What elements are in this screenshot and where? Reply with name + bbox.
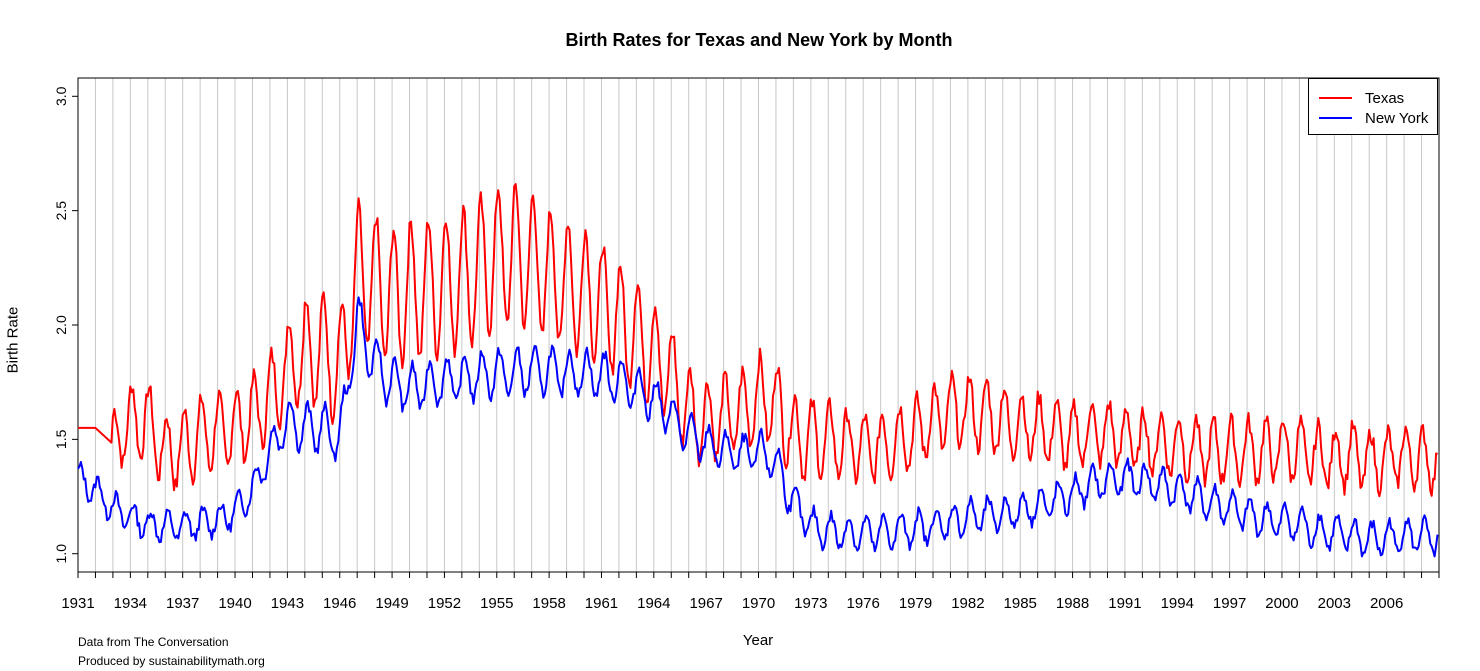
producer-note: Produced by sustainabilitymath.org bbox=[78, 654, 265, 668]
x-tick-label: 1967 bbox=[689, 595, 722, 612]
x-tick-label: 1952 bbox=[428, 595, 461, 612]
legend-entry-newyork: New York bbox=[1319, 108, 1428, 128]
x-tick-label: 1964 bbox=[637, 595, 670, 612]
y-tick-label: 2.5 bbox=[53, 201, 69, 221]
x-tick-label: 1985 bbox=[1004, 595, 1037, 612]
y-tick-label: 1.0 bbox=[53, 544, 69, 564]
legend-swatch-texas bbox=[1319, 97, 1352, 99]
x-tick-label: 2006 bbox=[1370, 595, 1403, 612]
x-axis-label: Year bbox=[742, 632, 774, 649]
x-tick-label: 1934 bbox=[114, 595, 147, 612]
x-tick-label: 1979 bbox=[899, 595, 932, 612]
x-tick-label: 1988 bbox=[1056, 595, 1089, 612]
legend: Texas New York bbox=[1308, 78, 1438, 135]
x-tick-label: 2000 bbox=[1265, 595, 1298, 612]
x-tick-label: 1994 bbox=[1161, 595, 1194, 612]
legend-swatch-newyork bbox=[1319, 117, 1352, 119]
x-tick-label: 1931 bbox=[61, 595, 94, 612]
source-note: Data from The Conversation bbox=[78, 635, 229, 649]
x-tick-label: 1943 bbox=[271, 595, 304, 612]
y-tick-label: 1.5 bbox=[53, 429, 69, 449]
x-tick-label: 1946 bbox=[323, 595, 356, 612]
x-tick-label: 1976 bbox=[847, 595, 880, 612]
x-tick-label: 1991 bbox=[1108, 595, 1141, 612]
legend-entry-texas: Texas bbox=[1319, 88, 1404, 108]
x-tick-label: 1982 bbox=[951, 595, 984, 612]
series-line-newyork bbox=[77, 296, 1439, 558]
y-tick-label: 3.0 bbox=[53, 86, 69, 106]
x-tick-label: 1937 bbox=[166, 595, 199, 612]
x-tick-label: 1970 bbox=[742, 595, 775, 612]
x-tick-label: 1955 bbox=[480, 595, 513, 612]
x-tick-label: 1973 bbox=[794, 595, 827, 612]
legend-label-texas: Texas bbox=[1365, 89, 1405, 107]
chart-title: Birth Rates for Texas and New York by Mo… bbox=[565, 30, 953, 50]
x-tick-label: 1997 bbox=[1213, 595, 1246, 612]
y-tick-label: 2.0 bbox=[53, 315, 69, 335]
legend-label-newyork: New York bbox=[1365, 109, 1429, 127]
x-tick-label: 1940 bbox=[218, 595, 251, 612]
x-tick-label: 1949 bbox=[375, 595, 408, 612]
x-tick-label: 1958 bbox=[532, 595, 565, 612]
series-line-texas bbox=[78, 183, 1439, 498]
x-tick-label: 1961 bbox=[585, 595, 618, 612]
y-axis-label: Birth Rate bbox=[4, 306, 22, 374]
x-tick-label: 2003 bbox=[1318, 595, 1351, 612]
